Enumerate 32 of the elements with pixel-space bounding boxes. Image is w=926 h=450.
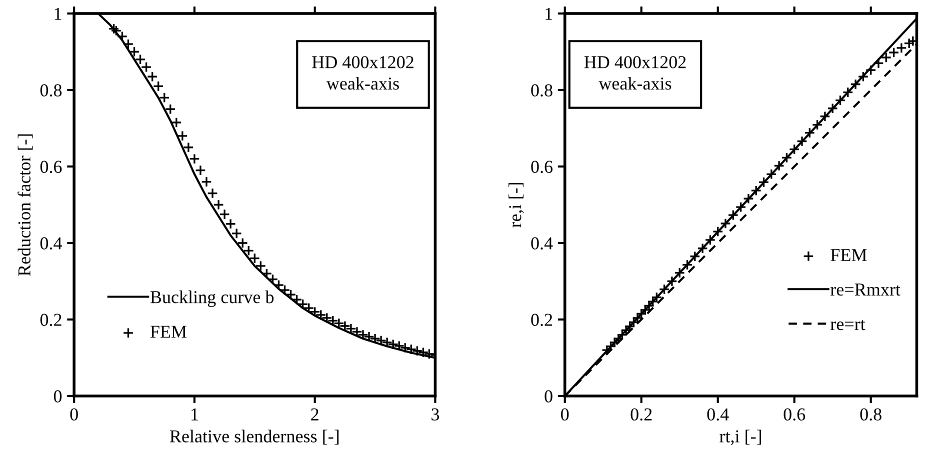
x-tick-label: 3 — [432, 408, 440, 421]
x-tick-label: 2 — [311, 408, 318, 420]
annotation: HD 400x1202 weak-axis — [584, 56, 686, 90]
y-tick-label: 0 — [54, 390, 62, 402]
y-tick-label: 1 — [546, 8, 552, 20]
y-tick-label: 0.2 — [40, 314, 62, 326]
y-tick-label: 0.6 — [40, 160, 62, 174]
x-axis-title: Relative slenderness [-] — [170, 430, 339, 445]
y-axis-title: Reduction factor [-] — [18, 134, 33, 276]
x-tick-label: 0 — [70, 408, 78, 421]
x-tick-label: 0.2 — [630, 408, 652, 421]
x-tick-label: 0 — [561, 408, 569, 421]
y-tick-label: 0.2 — [531, 314, 552, 326]
y-tick-label: 1 — [54, 8, 62, 20]
x-tick-label: 0.8 — [860, 408, 882, 421]
x-tick-label: 1 — [192, 408, 198, 420]
y-tick-label: 0.4 — [40, 237, 62, 250]
x-tick-label: 0.4 — [707, 408, 729, 421]
y-axis-title: re,i [-] — [508, 183, 524, 228]
legend-label: re=Rmxrt — [830, 284, 900, 296]
x-tick-label: 0.6 — [784, 408, 806, 421]
legend-label: FEM — [830, 249, 867, 261]
legend-label: FEM — [150, 326, 187, 338]
y-tick-label: 0.4 — [531, 237, 553, 250]
y-tick-label: 0.6 — [531, 160, 553, 174]
y-tick-label: 0 — [544, 390, 552, 402]
legend-label: Buckling curve b — [150, 290, 274, 307]
y-tick-label: 0.8 — [531, 84, 552, 97]
x-axis-title: rt,i [-] — [720, 430, 762, 446]
annotation: HD 400x1202 weak-axis — [312, 56, 414, 90]
legend-label: re=rt — [830, 320, 866, 330]
y-tick-label: 0.8 — [40, 84, 62, 97]
